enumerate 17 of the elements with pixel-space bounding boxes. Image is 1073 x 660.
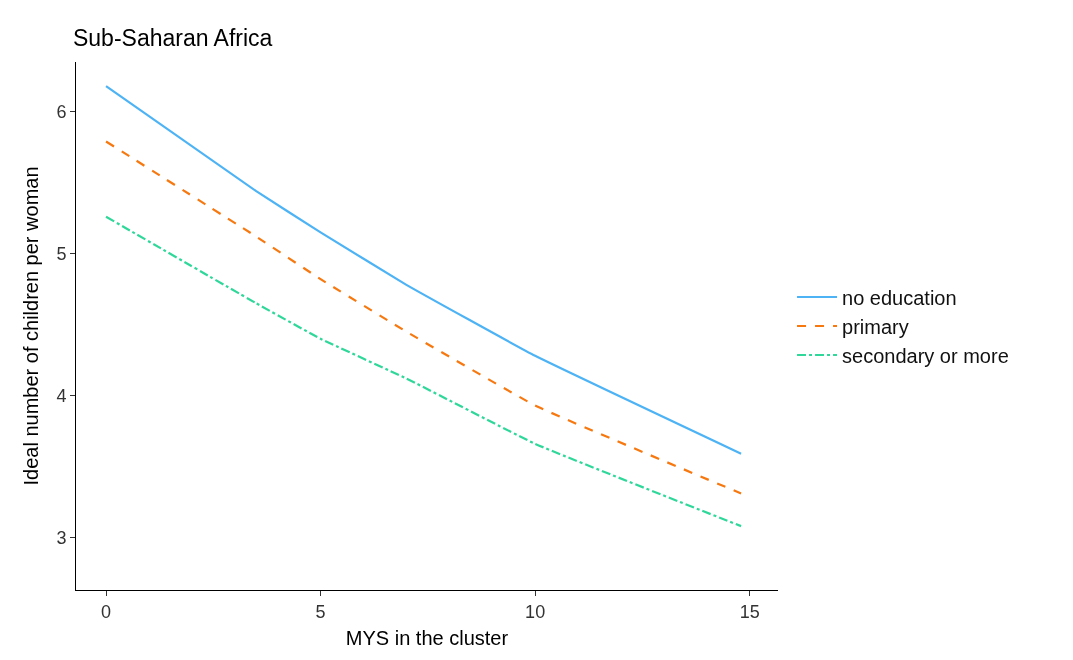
y-tick-label: 5 [56, 243, 67, 264]
x-tick-label: 5 [315, 601, 326, 622]
y-axis-title: Ideal number of children per woman [19, 166, 42, 486]
y-tick-label: 4 [56, 385, 67, 406]
line-series [104, 215, 743, 528]
chart-title: Sub-Saharan Africa [72, 24, 273, 51]
x-tick-label: 0 [101, 601, 112, 622]
y-tick-label: 3 [56, 527, 67, 548]
y-tick-label: 6 [56, 101, 67, 122]
x-tick-label: 15 [739, 601, 760, 622]
line-series [104, 85, 743, 455]
x-axis-title: MYS in the cluster [345, 627, 509, 650]
legend-label: primary [842, 315, 909, 338]
legend-label: secondary or more [842, 344, 1009, 367]
line-series [104, 140, 743, 495]
x-tick-label: 10 [525, 601, 546, 622]
legend-label: no education [842, 286, 957, 309]
